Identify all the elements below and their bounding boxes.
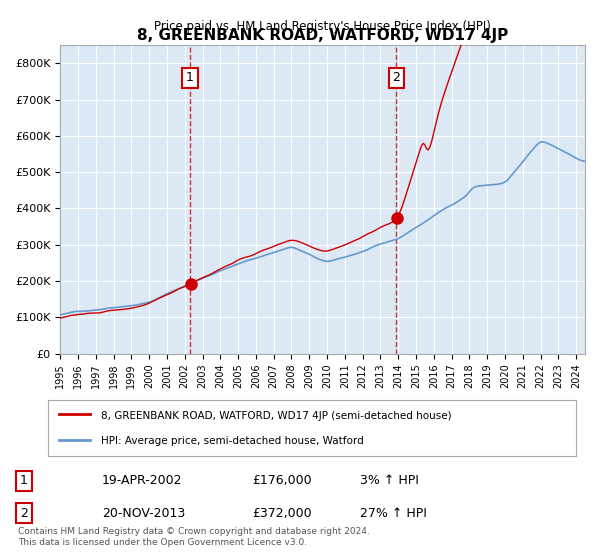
Bar bbox=[190, 45, 397, 353]
Text: 19-APR-2002: 19-APR-2002 bbox=[102, 474, 182, 487]
Text: 2: 2 bbox=[20, 507, 28, 520]
Text: Price paid vs. HM Land Registry's House Price Index (HPI): Price paid vs. HM Land Registry's House … bbox=[154, 20, 491, 33]
Text: 8, GREENBANK ROAD, WATFORD, WD17 4JP (semi-detached house): 8, GREENBANK ROAD, WATFORD, WD17 4JP (se… bbox=[101, 410, 451, 421]
Text: 20-NOV-2013: 20-NOV-2013 bbox=[102, 507, 185, 520]
Text: £372,000: £372,000 bbox=[252, 507, 311, 520]
Text: 27% ↑ HPI: 27% ↑ HPI bbox=[360, 507, 427, 520]
Title: 8, GREENBANK ROAD, WATFORD, WD17 4JP: 8, GREENBANK ROAD, WATFORD, WD17 4JP bbox=[137, 27, 508, 43]
Text: 1: 1 bbox=[20, 474, 28, 487]
Text: HPI: Average price, semi-detached house, Watford: HPI: Average price, semi-detached house,… bbox=[101, 436, 364, 446]
Text: 1: 1 bbox=[186, 71, 194, 85]
Text: £176,000: £176,000 bbox=[252, 474, 311, 487]
Text: Contains HM Land Registry data © Crown copyright and database right 2024.
This d: Contains HM Land Registry data © Crown c… bbox=[18, 527, 370, 547]
Text: 2: 2 bbox=[392, 71, 400, 85]
Text: 3% ↑ HPI: 3% ↑ HPI bbox=[360, 474, 419, 487]
